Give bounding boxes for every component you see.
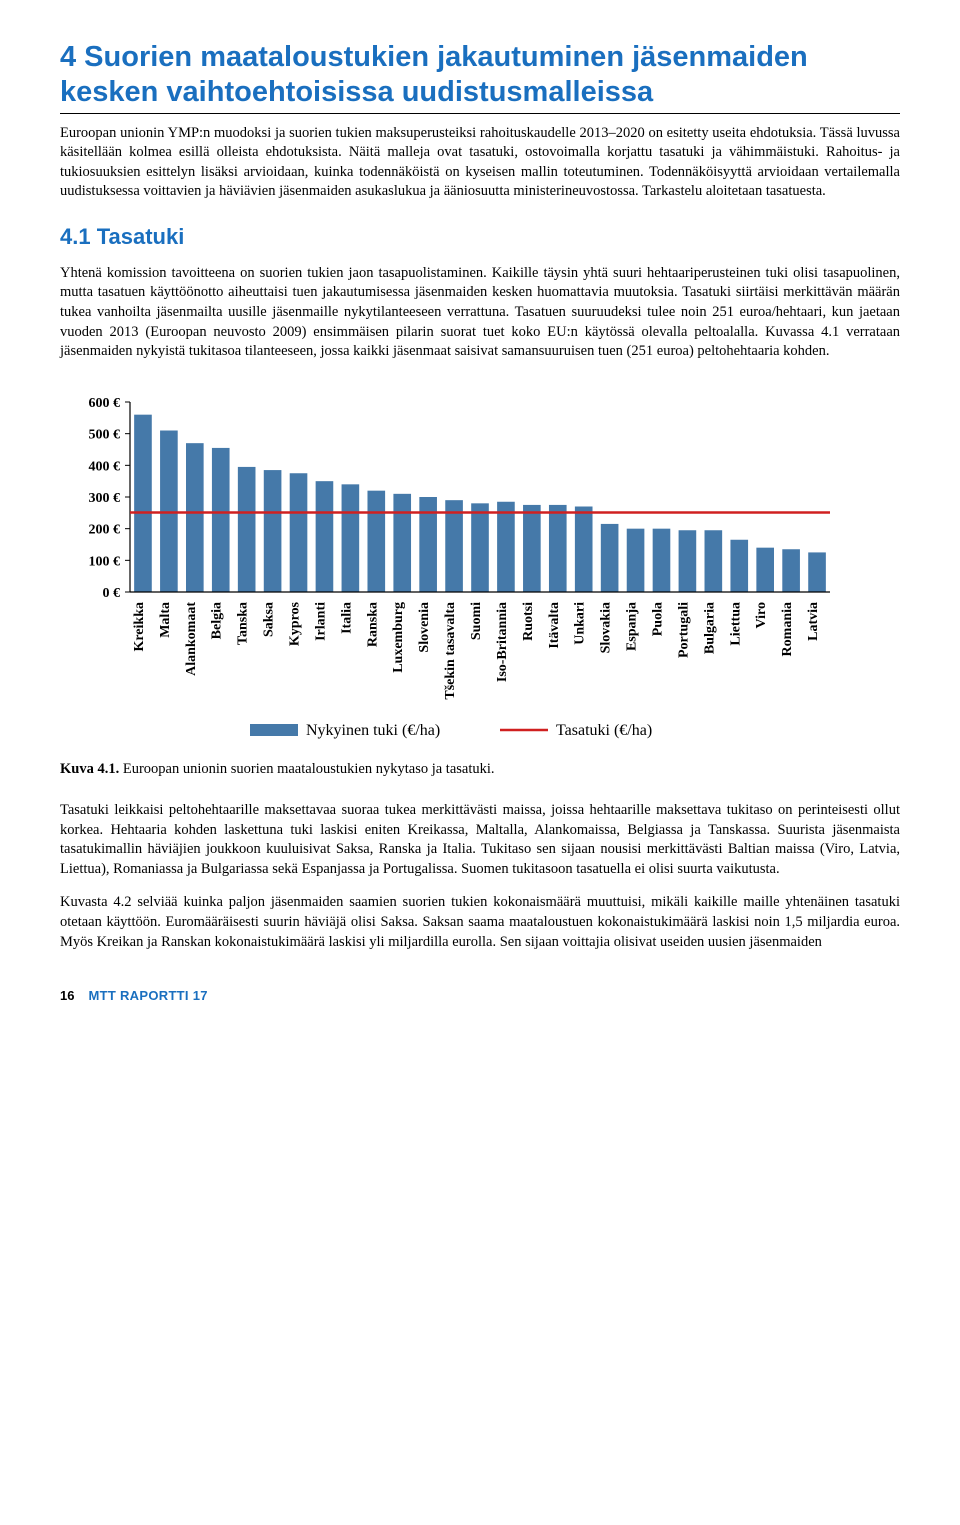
paragraph-section-body: Yhtenä komission tavoitteena on suorien … [60,264,900,362]
svg-text:Tanska: Tanska [236,602,251,645]
svg-text:Liettua: Liettua [728,602,743,646]
caption-prefix: Kuva 4.1. [60,761,119,777]
svg-text:Puola: Puola [650,602,665,636]
svg-text:400 €: 400 € [89,459,121,474]
bar-chart: 0 € 100 € 200 € 300 € 400 € 500 € 600 € Kreikka… [60,392,840,752]
svg-text:Latvia: Latvia [806,602,821,641]
paragraph-analysis-2: Kuvasta 4.2 selviää kuinka paljon jäsenm… [60,893,900,952]
page-footer: 16 MTT RAPORTTI 17 [60,988,900,1003]
paragraph-intro: Euroopan unionin YMP:n muodoksi ja suori… [60,124,900,202]
paragraph-analysis-1: Tasatuki leikkaisi peltohehtaarille maks… [60,801,900,879]
svg-text:Suomi: Suomi [469,602,484,640]
svg-text:Italia: Italia [339,602,354,634]
svg-text:Bulgaria: Bulgaria [702,602,717,654]
svg-text:Iso-Britannia: Iso-Britannia [495,602,510,682]
chart-figure-4-1: 0 € 100 € 200 € 300 € 400 € 500 € 600 € Kreikka… [60,392,900,752]
svg-text:Portugali: Portugali [676,602,691,658]
svg-text:Belgia: Belgia [210,602,225,639]
section-title: 4.1 Tasatuki [60,224,900,250]
svg-text:Unkari: Unkari [573,602,588,645]
svg-text:Alankomaat: Alankomaat [184,601,199,675]
svg-text:Saksa: Saksa [262,602,277,637]
svg-text:Kypros: Kypros [288,601,303,646]
svg-text:600 €: 600 € [89,396,121,411]
svg-text:Nykyinen tuki (€/ha): Nykyinen tuki (€/ha) [306,722,440,739]
figure-caption: Kuva 4.1. Euroopan unionin suorien maata… [60,760,900,780]
caption-text: Euroopan unionin suorien maataloustukien… [119,761,494,777]
svg-text:Itävalta: Itävalta [547,602,562,649]
svg-text:Luxemburg: Luxemburg [391,602,406,673]
svg-text:200 €: 200 € [89,522,121,537]
svg-text:Romania: Romania [780,602,795,656]
svg-text:Tšekin tasavalta: Tšekin tasavalta [443,602,458,700]
svg-text:0 €: 0 € [103,586,121,601]
svg-text:300 €: 300 € [89,491,121,506]
svg-text:Ruotsi: Ruotsi [521,602,536,641]
svg-text:Tasatuki (€/ha): Tasatuki (€/ha) [556,722,652,739]
svg-text:Irlanti: Irlanti [313,602,328,641]
svg-text:Ranska: Ranska [365,602,380,647]
footer-report-label: MTT RAPORTTI 17 [88,988,207,1003]
svg-text:Viro: Viro [754,602,769,628]
svg-text:Slovakia: Slovakia [599,602,614,653]
svg-text:100 €: 100 € [89,554,121,569]
chapter-title: 4 Suorien maataloustukien jakautuminen j… [60,40,900,114]
svg-text:Kreikka: Kreikka [132,602,147,652]
svg-text:Espanja: Espanja [625,602,640,651]
svg-text:500 €: 500 € [89,427,121,442]
svg-text:Slovenia: Slovenia [417,602,432,653]
page-number: 16 [60,988,74,1003]
svg-text:Malta: Malta [158,602,173,638]
